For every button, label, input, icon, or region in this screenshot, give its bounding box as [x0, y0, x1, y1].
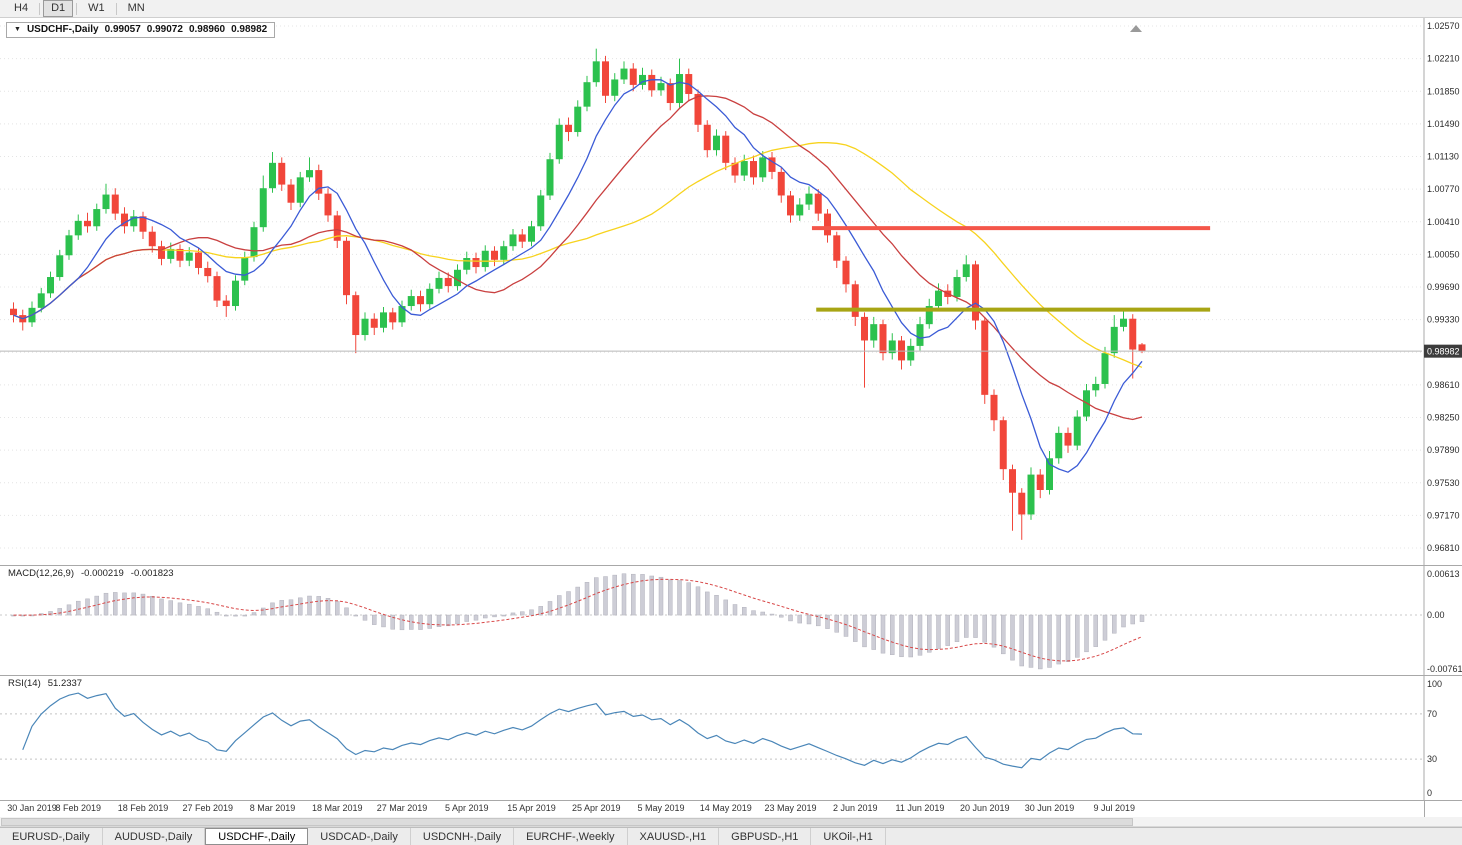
date-tick-label: 9 Jul 2019	[1093, 803, 1136, 813]
price-tick-label: 0.99690	[1427, 282, 1460, 292]
date-tick-label: 2 Jun 2019	[832, 803, 878, 813]
macd-value-1: -0.000219	[81, 568, 124, 579]
price-tick-label: 0.98610	[1427, 380, 1460, 390]
toolbar-separator	[115, 2, 117, 15]
rsi-scale-label: 70	[1427, 709, 1437, 719]
chevron-down-icon[interactable]: ▼	[14, 26, 21, 33]
rsi-svg[interactable]: 100 70 30 0	[0, 676, 1462, 800]
chart-tab-ukoil-h1[interactable]: UKOil-,H1	[811, 828, 886, 845]
date-tick-label: 8 Mar 2019	[249, 803, 296, 813]
price-tick-label: 1.01490	[1427, 119, 1460, 129]
timeframe-button-w1[interactable]: W1	[88, 2, 105, 14]
macd-panel: 0.00613 0.00 -0.00761 MACD(12,26,9) -0.000…	[0, 566, 1462, 676]
ohlc-open-value: 0.99057	[104, 24, 141, 35]
chart-tab-usdcad-daily[interactable]: USDCAD-,Daily	[308, 828, 411, 845]
current-price-badge	[1424, 344, 1462, 358]
macd-scale-label: 0.00613	[1427, 569, 1460, 579]
chart-tabs-bar: EURUSD-,Daily AUDUSD-,Daily USDCHF-,Daily U…	[0, 827, 1462, 845]
chart-tab-eurusd-daily[interactable]: EURUSD-,Daily	[0, 828, 103, 845]
date-tick-label: 15 Apr 2019	[507, 803, 556, 813]
date-axis[interactable]: 30 Jan 2019 8 Feb 2019 18 Feb 2019 27 Feb 2…	[0, 801, 1462, 817]
price-tick-label: 1.01850	[1427, 86, 1460, 96]
toolbar-separator	[39, 2, 41, 15]
ohlc-low-value: 0.98960	[188, 24, 226, 35]
timeframe-toolbar: H4 D1 W1 MN	[0, 0, 1462, 18]
macd-scale-label: -0.00761	[1427, 664, 1462, 674]
main-chart-svg[interactable]: 1.02570 1.02210 1.01850 1.01490 1.01130 1.007…	[0, 18, 1462, 565]
date-tick-label: 18 Feb 2019	[117, 803, 169, 813]
price-tick-label: 0.97890	[1427, 445, 1460, 455]
date-tick-label: 5 Apr 2019	[444, 803, 489, 813]
main-chart-panel: 1.02570 1.02210 1.01850 1.01490 1.01130 1.007…	[0, 18, 1462, 566]
moving-average-line-17	[13, 95, 1143, 421]
date-tick-label: 30 Jan 2019	[7, 803, 57, 813]
timeframe-button-mn[interactable]: MN	[127, 2, 145, 14]
chart-tab-usdcnh-daily[interactable]: USDCNH-,Daily	[411, 828, 515, 845]
timeframe-button-h4[interactable]: H4	[14, 2, 29, 14]
rsi-label: RSI(14) 51.2337	[8, 678, 82, 689]
price-tick-label: 1.00410	[1427, 217, 1460, 227]
date-tick-label: 5 May 2019	[637, 803, 685, 813]
date-tick-label: 27 Mar 2019	[376, 803, 428, 813]
chart-shift-marker-icon[interactable]	[1130, 25, 1142, 32]
macd-signal-line	[13, 578, 1143, 662]
macd-histogram	[11, 573, 1145, 670]
date-tick-label: 20 Jun 2019	[959, 803, 1010, 813]
chart-tab-eurchf-weekly[interactable]: EURCHF-,Weekly	[514, 828, 628, 845]
chart-title-box[interactable]: ▼ USDCHF-,Daily 0.99057 0.99072 0.98960 …	[6, 22, 276, 38]
chart-tab-usdchf-daily[interactable]: USDCHF-,Daily	[205, 828, 309, 845]
timeframe-button-d1[interactable]: D1	[43, 0, 74, 17]
date-tick-label: 8 Feb 2019	[55, 803, 102, 813]
rsi-scale-label: 100	[1427, 679, 1442, 689]
ohlc-close-value: 0.98982	[231, 24, 268, 35]
scrollbar-thumb[interactable]	[1, 818, 1133, 826]
date-tick-label: 25 Apr 2019	[571, 803, 621, 813]
macd-value-2: -0.001823	[130, 568, 174, 579]
price-tick-label: 1.00050	[1427, 249, 1460, 259]
current-price-badge-text: 0.98982	[1427, 347, 1460, 357]
price-tick-label: 1.02210	[1427, 54, 1460, 64]
macd-svg[interactable]: 0.00613 0.00 -0.00761	[0, 566, 1462, 675]
rsi-name: RSI(14)	[8, 678, 41, 689]
macd-label: MACD(12,26,9) -0.000219 -0.001823	[8, 568, 174, 579]
rsi-panel: 100 70 30 0 RSI(14) 51.2337	[0, 676, 1462, 801]
price-tick-label: 0.98250	[1427, 413, 1460, 423]
price-tick-label: 0.97530	[1427, 478, 1460, 488]
rsi-scale-label: 0	[1427, 788, 1432, 798]
ohlc-high-value: 0.99072	[146, 24, 183, 35]
price-tick-label: 1.00770	[1427, 184, 1460, 194]
macd-scale-label: 0.00	[1427, 610, 1445, 620]
date-tick-label: 18 Mar 2019	[311, 803, 363, 813]
toolbar-separator	[76, 2, 78, 15]
moving-average-line-34	[13, 142, 1143, 368]
price-tick-label: 0.97170	[1427, 510, 1460, 520]
horizontal-scrollbar[interactable]	[0, 817, 1462, 827]
rsi-value: 51.2337	[47, 678, 83, 689]
date-tick-label: 14 May 2019	[699, 803, 752, 813]
rsi-scale-label: 30	[1427, 754, 1437, 764]
rsi-line	[22, 692, 1143, 769]
macd-name: MACD(12,26,9)	[8, 568, 74, 579]
chart-tab-xauusd-h1[interactable]: XAUUSD-,H1	[628, 828, 720, 845]
chart-tab-audusd-daily[interactable]: AUDUSD-,Daily	[103, 828, 206, 845]
date-tick-label: 11 Jun 2019	[895, 803, 945, 813]
price-tick-label: 1.02570	[1427, 21, 1460, 31]
price-tick-label: 1.01130	[1427, 152, 1459, 162]
date-tick-label: 23 May 2019	[764, 803, 817, 813]
date-tick-label: 30 Jun 2019	[1024, 803, 1075, 813]
price-tick-label: 0.96810	[1427, 543, 1460, 553]
candles-layer	[10, 48, 1146, 540]
chart-symbol-label: USDCHF-,Daily	[26, 24, 99, 35]
moving-average-line-8	[13, 79, 1143, 473]
chart-tab-gbpusd-h1[interactable]: GBPUSD-,H1	[719, 828, 812, 845]
price-tick-label: 0.99330	[1427, 315, 1460, 325]
date-tick-label: 27 Feb 2019	[182, 803, 234, 813]
